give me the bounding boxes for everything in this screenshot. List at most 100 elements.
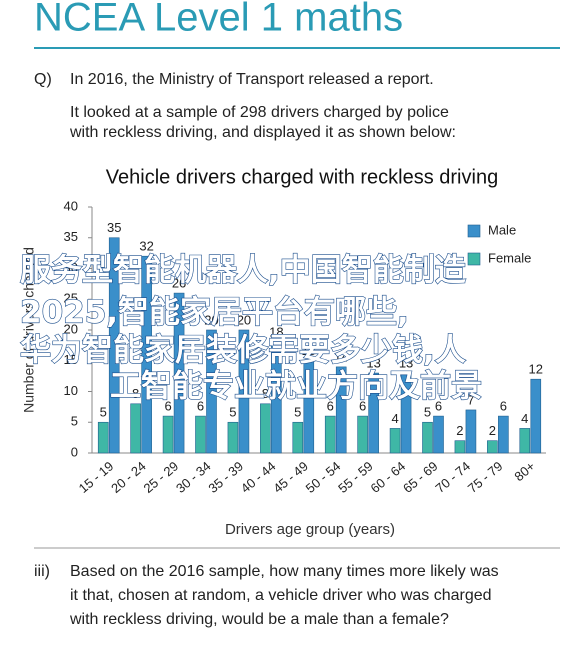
overlay-line: 华为智能家居装修需要多少钱,人 (20, 333, 466, 369)
bar (292, 421, 304, 454)
bar (130, 403, 141, 454)
value-label: 32 (139, 239, 153, 254)
chart-title: Vehicle drivers charged with reckless dr… (106, 166, 498, 188)
bar (227, 421, 239, 454)
question-marker: Q) (34, 71, 52, 88)
value-label: 18 (269, 325, 283, 340)
legend-label: Male (488, 222, 516, 237)
value-label: 6 (164, 399, 171, 414)
overlay-line: 工智能专业就业方向及前景 (110, 369, 482, 405)
question-marker: iii) (34, 563, 50, 580)
bar (422, 421, 433, 454)
y-tick-label: 40 (64, 198, 78, 213)
bar (206, 329, 217, 454)
value-label: 5 (294, 405, 301, 420)
bar (530, 378, 542, 454)
value-label: 5 (100, 405, 107, 420)
x-tick-label: 60 - 64 (368, 458, 409, 496)
value-label: 20 (204, 312, 218, 327)
y-tick-label: 10 (64, 383, 78, 398)
bar (498, 415, 509, 454)
value-label: 6 (327, 399, 334, 414)
value-label: 6 (359, 399, 366, 414)
question-line: with reckless driving, and displayed it … (69, 124, 456, 141)
bar (260, 403, 271, 454)
value-label: 5 (229, 405, 236, 420)
x-tick-label: 80+ (511, 458, 538, 484)
bar (324, 415, 336, 454)
y-tick-label: 35 (64, 229, 78, 244)
x-tick-label: 65 - 69 (400, 458, 441, 496)
y-tick-label: 20 (64, 321, 78, 336)
overlay: 服务型智能机器人,中国智能制造 2025,智能家居平台有哪些, 华为智能家居装修… (19, 252, 482, 405)
x-tick-label: 40 - 44 (238, 458, 279, 496)
x-tick-label: 25 - 29 (141, 458, 182, 496)
bar (487, 440, 498, 454)
x-tick-label: 15 - 19 (76, 458, 117, 496)
bar (108, 237, 120, 454)
y-tick-label: 30 (64, 260, 78, 275)
bar (238, 329, 250, 454)
bar (173, 292, 185, 454)
legend-swatch (467, 224, 481, 238)
x-tick-label: 45 - 49 (270, 458, 311, 496)
value-label: 2 (489, 423, 496, 438)
y-tick-label: 0 (71, 444, 78, 459)
bar (303, 360, 315, 454)
x-tick-label: 55 - 59 (335, 458, 376, 496)
value-label: 35 (107, 220, 121, 235)
value-label: 2 (456, 423, 463, 438)
value-label: 6 (435, 399, 442, 414)
bar (195, 415, 206, 454)
value-label: 12 (529, 362, 543, 377)
value-label: 7 (467, 392, 474, 407)
question-line: In 2016, the Ministry of Transport relea… (70, 71, 434, 88)
x-tick-label: 75 - 79 (465, 458, 506, 496)
bar (271, 341, 282, 454)
value-label: 15 (302, 343, 316, 358)
value-label: 13 (399, 355, 413, 370)
value-label: 13 (366, 355, 380, 370)
legend-swatch (467, 252, 481, 266)
x-axis-title: Drivers age group (years) (225, 521, 395, 538)
question-line: with reckless driving, would be a male t… (69, 611, 449, 628)
question-line: It looked at a sample of 298 drivers cha… (70, 104, 449, 121)
question-line: Based on the 2016 sample, how many times… (70, 563, 499, 580)
bar (389, 428, 401, 454)
value-label: 26 (172, 276, 186, 291)
value-label: 20 (237, 312, 251, 327)
bar (368, 372, 379, 454)
y-tick-label: 15 (64, 352, 78, 367)
bar (357, 415, 368, 454)
y-tick-label: 25 (64, 291, 78, 306)
bar (97, 421, 109, 454)
header-title: NCEA Level 1 maths (34, 0, 403, 40)
value-label: 6 (197, 399, 204, 414)
value-label: 14 (334, 349, 348, 364)
x-tick-label: 50 - 54 (303, 458, 344, 496)
y-axis-title: Number of drivers charged (21, 247, 37, 413)
question-line: it that, chosen at random, a vehicle dri… (70, 587, 492, 604)
value-label: 6 (500, 399, 507, 414)
bar (162, 415, 174, 454)
x-tick-label: 35 - 39 (205, 458, 246, 496)
overlay-line: 2025,智能家居平台有哪些, (20, 295, 409, 331)
bar (433, 415, 444, 454)
overlay-line: 服务型智能机器人,中国智能制造 (20, 253, 466, 289)
bar (465, 409, 477, 454)
value-label: 8 (132, 386, 139, 401)
value-label: 4 (521, 411, 528, 426)
value-label: 8 (262, 386, 269, 401)
x-tick-label: 20 - 24 (108, 458, 149, 496)
bar (141, 255, 152, 454)
y-tick-label: 5 (71, 414, 78, 429)
bar (519, 428, 531, 454)
bar (454, 440, 466, 454)
legend-label: Female (488, 250, 531, 265)
x-tick-label: 70 - 74 (432, 458, 473, 496)
x-tick-label: 30 - 34 (173, 458, 214, 496)
value-label: 5 (424, 405, 431, 420)
value-label: 4 (391, 411, 398, 426)
